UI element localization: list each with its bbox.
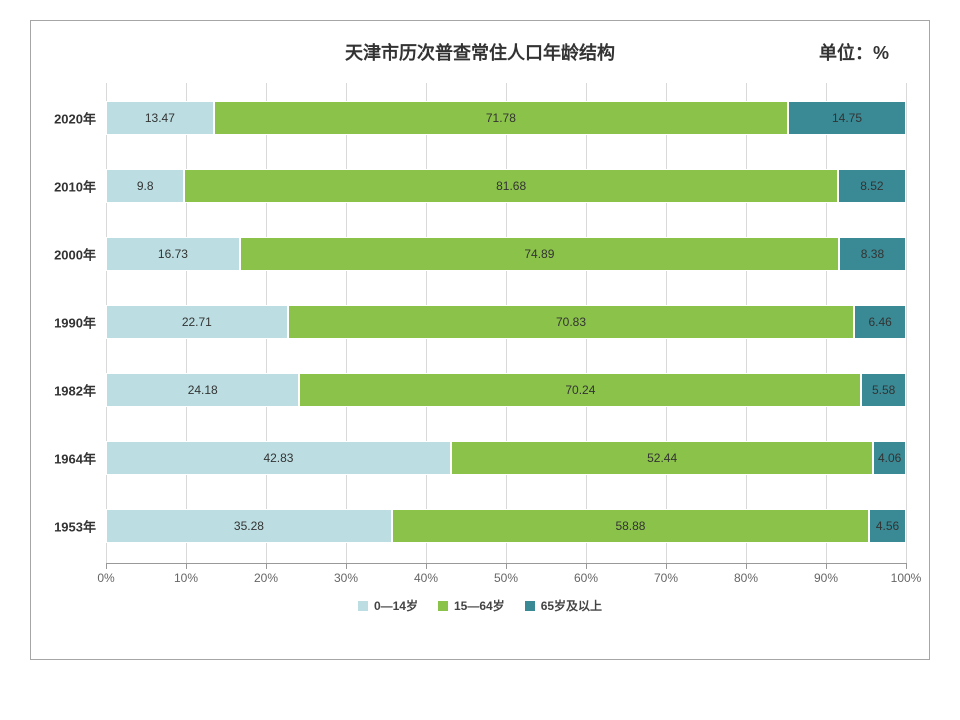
bar-segment: 58.88 (392, 509, 869, 543)
bar-value-label: 13.47 (145, 111, 175, 125)
legend-swatch (525, 601, 535, 611)
x-tick-label: 90% (814, 571, 838, 585)
bar-segment: 70.24 (299, 373, 861, 407)
bar-value-label: 9.8 (137, 179, 154, 193)
bar-value-label: 42.83 (263, 451, 293, 465)
legend-label: 65岁及以上 (541, 597, 602, 614)
bar-row: 2020年13.4771.7814.75 (106, 101, 906, 135)
legend: 0—14岁 15—64岁 65岁及以上 (31, 597, 929, 614)
bar-segment: 13.47 (106, 101, 214, 135)
bar-segment: 70.83 (288, 305, 855, 339)
bar-row: 1990年22.7170.836.46 (106, 305, 906, 339)
bar-segment: 4.56 (869, 509, 906, 543)
bar-row: 1953年35.2858.884.56 (106, 509, 906, 543)
legend-item: 15—64岁 (438, 597, 505, 614)
legend-item: 0—14岁 (358, 597, 418, 614)
bar-segment: 9.8 (106, 169, 184, 203)
bar-value-label: 58.88 (615, 519, 645, 533)
bar-value-label: 5.58 (872, 383, 895, 397)
bar-row: 2010年9.881.688.52 (106, 169, 906, 203)
bar-segment: 16.73 (106, 237, 240, 271)
y-axis-label: 1953年 (54, 517, 96, 536)
bar-value-label: 4.56 (876, 519, 899, 533)
bar-segment: 4.06 (873, 441, 906, 475)
y-axis-label: 2000年 (54, 245, 96, 264)
x-tick (426, 563, 427, 569)
bar-segment: 22.71 (106, 305, 288, 339)
bar-segment: 24.18 (106, 373, 299, 407)
x-tick-label: 0% (97, 571, 114, 585)
bar-value-label: 4.06 (878, 451, 901, 465)
bar-segment: 6.46 (854, 305, 906, 339)
legend-label: 0—14岁 (374, 597, 418, 614)
bar-value-label: 8.38 (861, 247, 884, 261)
x-tick (586, 563, 587, 569)
x-tick-label: 20% (254, 571, 278, 585)
bar-segment: 74.89 (240, 237, 839, 271)
bar-segment: 42.83 (106, 441, 451, 475)
x-tick (186, 563, 187, 569)
x-tick-label: 60% (574, 571, 598, 585)
bar-value-label: 71.78 (486, 111, 516, 125)
x-tick-label: 80% (734, 571, 758, 585)
x-tick (506, 563, 507, 569)
legend-swatch (358, 601, 368, 611)
bar-segment: 5.58 (861, 373, 906, 407)
bar-segment: 8.52 (838, 169, 906, 203)
chart-title: 天津市历次普查常住人口年龄结构 (31, 39, 929, 65)
x-tick (666, 563, 667, 569)
bar-value-label: 35.28 (234, 519, 264, 533)
y-axis-label: 2020年 (54, 109, 96, 128)
y-axis-label: 1982年 (54, 381, 96, 400)
legend-label: 15—64岁 (454, 597, 505, 614)
x-tick-label: 30% (334, 571, 358, 585)
x-tick (826, 563, 827, 569)
chart-container: 天津市历次普查常住人口年龄结构 单位：% 2020年 13.47 71.78 14.7… (30, 20, 930, 660)
x-tick-label: 70% (654, 571, 678, 585)
x-tick-label: 50% (494, 571, 518, 585)
bar-segment: 52.44 (451, 441, 873, 475)
y-axis-label: 1964年 (54, 449, 96, 468)
y-axis-label: 2010年 (54, 177, 96, 196)
bar-value-label: 52.44 (647, 451, 677, 465)
x-tick-label: 40% (414, 571, 438, 585)
gridline (906, 83, 907, 563)
bar-row: 1964年42.8352.444.06 (106, 441, 906, 475)
x-tick-label: 10% (174, 571, 198, 585)
bar-value-label: 70.24 (565, 383, 595, 397)
bar-value-label: 24.18 (188, 383, 218, 397)
bar-segment: 81.68 (184, 169, 837, 203)
x-tick-label: 100% (891, 571, 922, 585)
x-axis: 0%10%20%30%40%50%60%70%80%90%100% (106, 563, 906, 564)
bar-value-label: 22.71 (182, 315, 212, 329)
bar-segment: 14.75 (788, 101, 906, 135)
bar-row: 1982年24.1870.245.58 (106, 373, 906, 407)
x-tick (906, 563, 907, 569)
legend-swatch (438, 601, 448, 611)
x-tick (746, 563, 747, 569)
plot-area: 2020年13.4771.7814.752010年9.881.688.52200… (106, 83, 906, 563)
bar-value-label: 6.46 (868, 315, 891, 329)
bar-value-label: 8.52 (860, 179, 883, 193)
bar-segment: 35.28 (106, 509, 392, 543)
bar-value-label: 74.89 (524, 247, 554, 261)
legend-item: 65岁及以上 (525, 597, 602, 614)
y-axis-label: 1990年 (54, 313, 96, 332)
bar-row: 2000年16.7374.898.38 (106, 237, 906, 271)
x-tick (346, 563, 347, 569)
unit-label: 单位：% (819, 39, 889, 65)
bar-value-label: 81.68 (496, 179, 526, 193)
bar-segment: 8.38 (839, 237, 906, 271)
x-tick (106, 563, 107, 569)
bar-value-label: 70.83 (556, 315, 586, 329)
bar-value-label: 16.73 (158, 247, 188, 261)
x-tick (266, 563, 267, 569)
bar-value-label: 14.75 (832, 111, 862, 125)
bar-segment: 71.78 (214, 101, 788, 135)
